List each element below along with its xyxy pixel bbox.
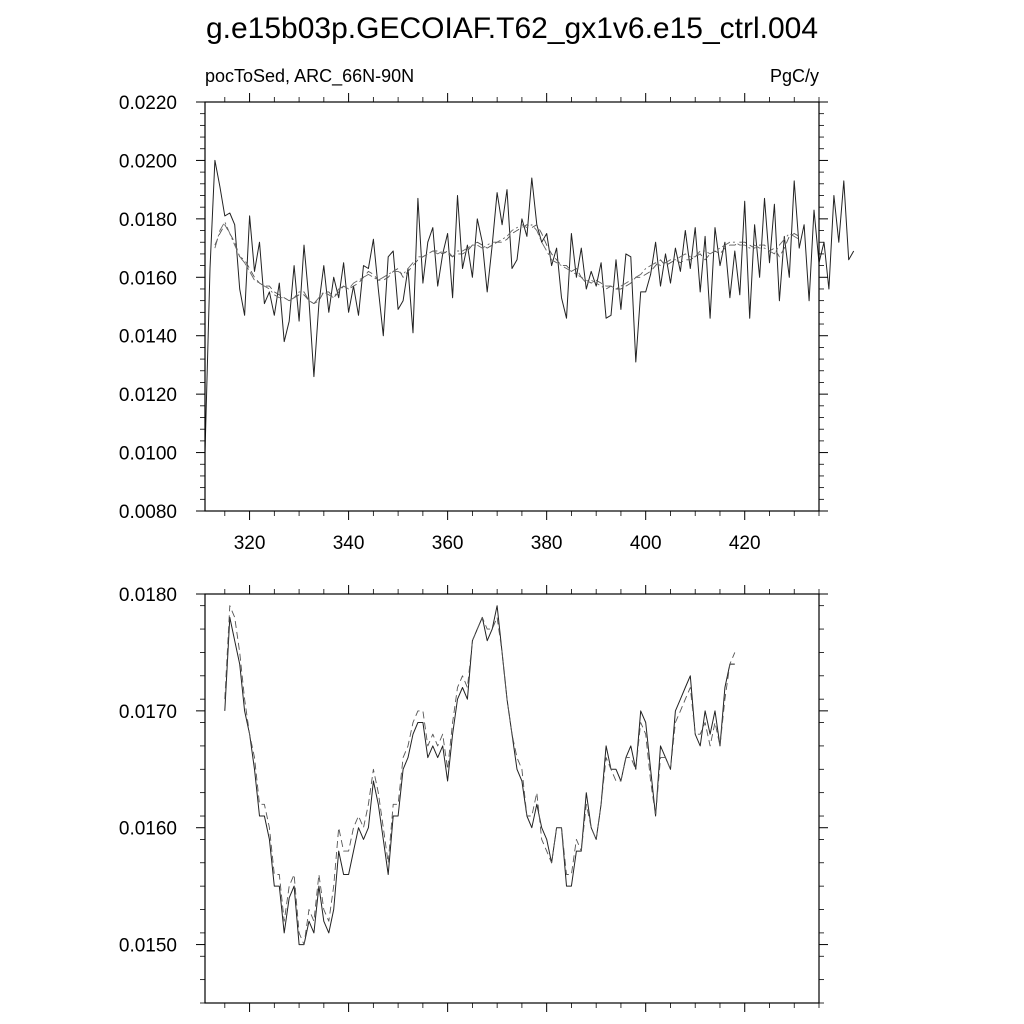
panel0-x-tick-label-340: 340 [333, 533, 365, 554]
panel0-series-dashed-line [214, 224, 800, 305]
panel0-y-tick-label-4: 0.0160 [119, 268, 177, 289]
top-panel: pocToSed, ARC_66N-90N PgC/y 320 340 360 380… [119, 66, 855, 554]
panel0-series-solid-line [204, 159, 855, 453]
panel1-y-tick-label-1: 0.0160 [119, 819, 177, 840]
bottom-panel: 0.0150 0.0160 0.0170 0.0180 [119, 585, 828, 1012]
panel0-y-tick-label-7: 0.0220 [119, 93, 177, 114]
top-panel-units-label: PgC/y [770, 66, 819, 86]
panel0-x-tick-label-400: 400 [630, 533, 662, 554]
top-series-group [204, 159, 855, 453]
panel0-y-tick-label-1: 0.0100 [119, 444, 177, 465]
panel0-x-tick-label-320: 320 [234, 533, 266, 554]
panel1-y-tick-label-2: 0.0170 [119, 702, 177, 723]
chart-title: g.e15b03p.GECOIAF.T62_gx1v6.e15_ctrl.004 [206, 12, 818, 45]
panel1-y-tick-label-0: 0.0150 [119, 936, 177, 957]
panel1-series-solid-line [224, 605, 735, 946]
panel0-x-tick-label-360: 360 [432, 533, 464, 554]
panel1-y-tick-label-3: 0.0180 [119, 585, 177, 606]
panel0-y-tick-label-3: 0.0140 [119, 327, 177, 348]
panel0-y-tick-label-2: 0.0120 [119, 385, 177, 406]
panel0-y-tick-label-5: 0.0180 [119, 210, 177, 231]
bottom-axes-group: 0.0150 0.0160 0.0170 0.0180 [119, 585, 828, 1012]
top-plot-frame [204, 101, 820, 512]
bottom-plot-frame [204, 593, 820, 1004]
panel0-y-tick-label-0: 0.0080 [119, 502, 177, 523]
panel0-y-tick-label-6: 0.0200 [119, 151, 177, 172]
panel0-x-tick-label-420: 420 [729, 533, 761, 554]
bottom-series-group [224, 605, 736, 946]
top-panel-subtitle-left: pocToSed, ARC_66N-90N [205, 66, 414, 87]
top-axes-group: 320 340 360 380 400 420 0.0080 0.0100 0.0120 0.01… [119, 93, 828, 554]
panel0-x-tick-label-380: 380 [531, 533, 563, 554]
